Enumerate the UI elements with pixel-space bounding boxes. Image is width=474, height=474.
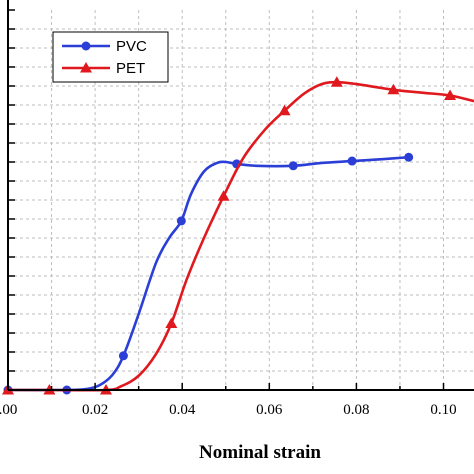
series-pet-point — [444, 89, 457, 100]
x-tick-label: 0.04 — [169, 402, 196, 418]
series-pet-point — [330, 76, 343, 87]
series-pet-line — [8, 80, 474, 392]
x-tick-label: 0.08 — [343, 402, 369, 418]
legend-pvc-marker — [81, 41, 91, 51]
x-tick-label: 0.02 — [82, 402, 108, 418]
x-tick-label: 0.10 — [430, 402, 456, 418]
series-pvc-line — [7, 155, 409, 392]
series-pvc-point — [118, 351, 128, 361]
series-pvc-point — [288, 161, 298, 171]
axes — [7, 0, 474, 391]
legend-pet-label: PET — [116, 60, 145, 77]
series-pet-point — [387, 83, 400, 95]
series-pet-point — [217, 190, 230, 201]
series-pet-point — [278, 104, 291, 116]
series-pvc-point — [347, 156, 357, 166]
legend-pet-marker — [80, 62, 92, 73]
x-tick-label: .00 — [0, 402, 17, 418]
series-pvc-point — [176, 216, 186, 226]
series-pet-point — [165, 317, 178, 328]
series-group — [2, 76, 474, 395]
legend-box — [52, 31, 169, 83]
x-axis-title: Nominal strain — [199, 442, 321, 463]
x-tick-label: 0.06 — [256, 402, 283, 418]
legend: PVC PET — [52, 31, 169, 83]
x-tick-labels: .00 0.02 0.04 0.06 0.08 0.10 — [0, 402, 457, 418]
legend-pvc-label: PVC — [116, 38, 147, 55]
series-pvc-point — [404, 152, 414, 162]
